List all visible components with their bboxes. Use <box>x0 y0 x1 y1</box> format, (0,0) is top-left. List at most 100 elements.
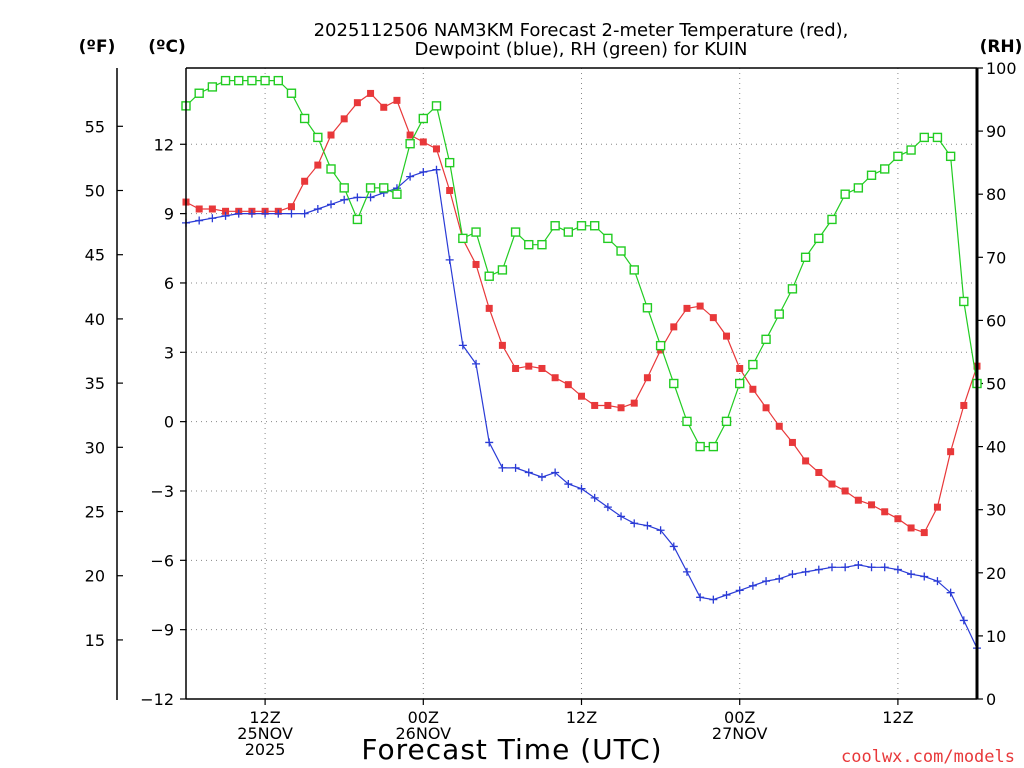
celsius-tick-label: 12 <box>154 135 174 154</box>
2-meter-temperature-point <box>353 99 361 107</box>
relative-humidity-point <box>379 183 389 193</box>
2-meter-temperature-point <box>393 96 401 104</box>
relative-humidity-point <box>524 239 534 250</box>
rh-tick-label: 20 <box>986 564 1006 583</box>
2-meter-temperature-point <box>841 487 849 495</box>
relative-humidity-point <box>339 183 349 193</box>
relative-humidity-point <box>708 441 719 452</box>
fahrenheit-tick-label: 30 <box>85 438 105 457</box>
rh-tick-label: 60 <box>986 311 1006 330</box>
2-meter-temperature-point <box>367 89 375 97</box>
relative-humidity-point <box>458 233 468 244</box>
rh-tick-label: 100 <box>986 59 1017 78</box>
dewpoint-point <box>577 484 586 493</box>
2-meter-temperature-point <box>327 131 335 139</box>
x-axis-title: Forecast Time (UTC) <box>361 733 662 766</box>
dewpoint-point <box>854 560 863 569</box>
dewpoint-point <box>630 519 639 528</box>
dewpoint-point <box>234 209 243 218</box>
rh-tick-label: 80 <box>986 185 1006 204</box>
relative-humidity-point <box>497 265 508 275</box>
2-meter-temperature-point <box>498 341 506 349</box>
relative-humidity-point <box>814 233 824 244</box>
relative-humidity-point <box>471 227 481 237</box>
2-meter-temperature-point <box>446 187 454 195</box>
2-meter-temperature-point <box>670 323 678 331</box>
dewpoint-point <box>801 567 810 576</box>
dewpoint-point <box>485 438 494 447</box>
2-meter-temperature-point <box>604 401 612 409</box>
fahrenheit-tick-label: 15 <box>85 631 105 650</box>
celsius-axis-unit: (ºC) <box>148 37 186 57</box>
2-meter-temperature-point <box>591 401 599 409</box>
relative-humidity-point <box>365 183 376 193</box>
x-tick-label: 2025 <box>245 740 286 759</box>
data-series <box>181 75 982 653</box>
dewpoint-point <box>735 586 744 595</box>
relative-humidity-point <box>194 88 204 98</box>
relative-humidity-point <box>721 416 732 427</box>
dewpoint-point <box>551 468 560 477</box>
2-meter-temperature-point <box>525 362 533 370</box>
relative-humidity-point <box>247 75 257 86</box>
2-meter-temperature-point <box>643 374 651 382</box>
rh-tick-label: 50 <box>986 375 1006 394</box>
celsius-tick-label: 9 <box>164 205 174 224</box>
relative-humidity-point <box>405 139 415 149</box>
relative-humidity-point <box>563 227 574 237</box>
dewpoint-point <box>682 567 691 576</box>
2-meter-temperature-point <box>538 364 546 372</box>
dewpoint-point <box>603 503 612 512</box>
dewpoint-point <box>893 565 902 574</box>
relative-humidity-point <box>589 221 600 231</box>
dewpoint-point <box>696 593 705 602</box>
2-meter-temperature-point <box>815 468 823 476</box>
relative-humidity-point <box>919 132 929 143</box>
dewpoint-point <box>327 200 336 209</box>
2-meter-temperature-point <box>195 205 203 213</box>
dewpoint-point <box>287 209 296 218</box>
2-meter-temperature-point <box>696 302 704 310</box>
x-tick-label: 12Z <box>882 708 913 727</box>
dewpoint-point <box>788 570 797 579</box>
relative-humidity-point <box>880 164 890 174</box>
relative-humidity-point <box>220 75 231 86</box>
dewpoint-point <box>669 542 678 551</box>
relative-humidity-point <box>629 265 639 275</box>
celsius-tick-label: 0 <box>164 413 174 432</box>
relative-humidity-point <box>603 233 613 244</box>
2-meter-temperature-point <box>723 332 731 340</box>
relative-humidity-point <box>932 132 943 143</box>
dewpoint-point <box>880 563 889 572</box>
2-meter-temperature-point <box>485 304 493 312</box>
relative-humidity-point <box>313 132 323 143</box>
relative-humidity-point <box>840 189 850 199</box>
relative-humidity-point <box>352 214 363 225</box>
2-meter-temperature-point <box>775 422 783 430</box>
x-tick-label: 25NOV <box>237 724 293 743</box>
relative-humidity-point <box>299 113 310 124</box>
celsius-tick-label: 3 <box>164 343 174 362</box>
2-meter-temperature-point <box>432 145 440 153</box>
2-meter-temperature-point <box>472 260 480 268</box>
2-meter-temperature-series <box>182 89 981 537</box>
relative-humidity-point <box>761 334 771 345</box>
2-meter-temperature-point <box>709 314 717 322</box>
rh-tick-label: 40 <box>986 438 1006 457</box>
dewpoint-point <box>313 204 322 213</box>
relative-humidity-point <box>735 378 745 389</box>
dewpoint-point <box>511 463 520 472</box>
2-meter-temperature-point <box>868 501 876 509</box>
2-meter-temperature-point <box>960 401 968 409</box>
2-meter-temperature-point <box>551 374 559 382</box>
2-meter-temperature-point <box>340 115 348 123</box>
dewpoint-point <box>920 572 929 581</box>
2-meter-temperature-point <box>512 364 520 372</box>
dewpoint-point <box>195 216 204 225</box>
relative-humidity-point <box>695 441 705 452</box>
dewpoint-series <box>182 165 981 653</box>
chart-title-line-1: 2025112506 NAM3KM Forecast 2-meter Tempe… <box>314 20 849 41</box>
relative-humidity-point <box>616 246 626 256</box>
relative-humidity-point <box>642 303 653 313</box>
